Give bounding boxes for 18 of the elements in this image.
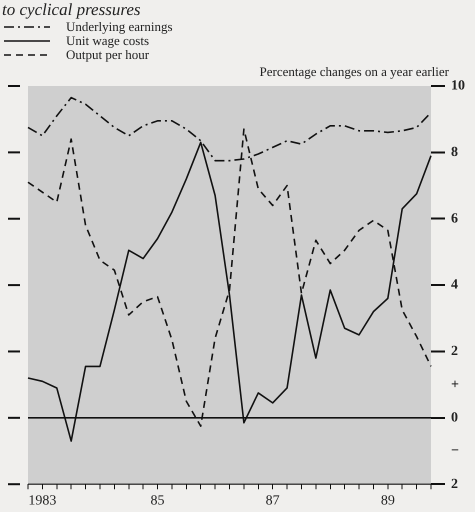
x-tick-label: 1983: [28, 493, 56, 508]
y-axis-title: Percentage changes on a year earlier: [260, 64, 449, 80]
y-tick-label: +: [451, 377, 459, 392]
y-tick-label: 2: [451, 344, 458, 360]
legend-label: Output per hour: [66, 47, 150, 62]
legend-label: Underlying earnings: [66, 19, 173, 34]
x-tick-label: 85: [150, 493, 165, 508]
y-tick-label: 0: [451, 410, 458, 426]
x-tick-label: 89: [380, 493, 395, 508]
y-tick-label: 4: [451, 278, 458, 293]
y-tick-label: 10: [451, 78, 465, 94]
y-tick-label: 6: [451, 211, 458, 226]
chart-title: to cyclical pressures: [2, 0, 140, 19]
y-tick-label: 8: [451, 144, 458, 160]
y-tick-label: −: [451, 444, 459, 459]
y-tick-label: 2: [451, 476, 458, 492]
x-tick-label: 87: [266, 493, 280, 508]
legend-label: Unit wage costs: [66, 33, 150, 48]
